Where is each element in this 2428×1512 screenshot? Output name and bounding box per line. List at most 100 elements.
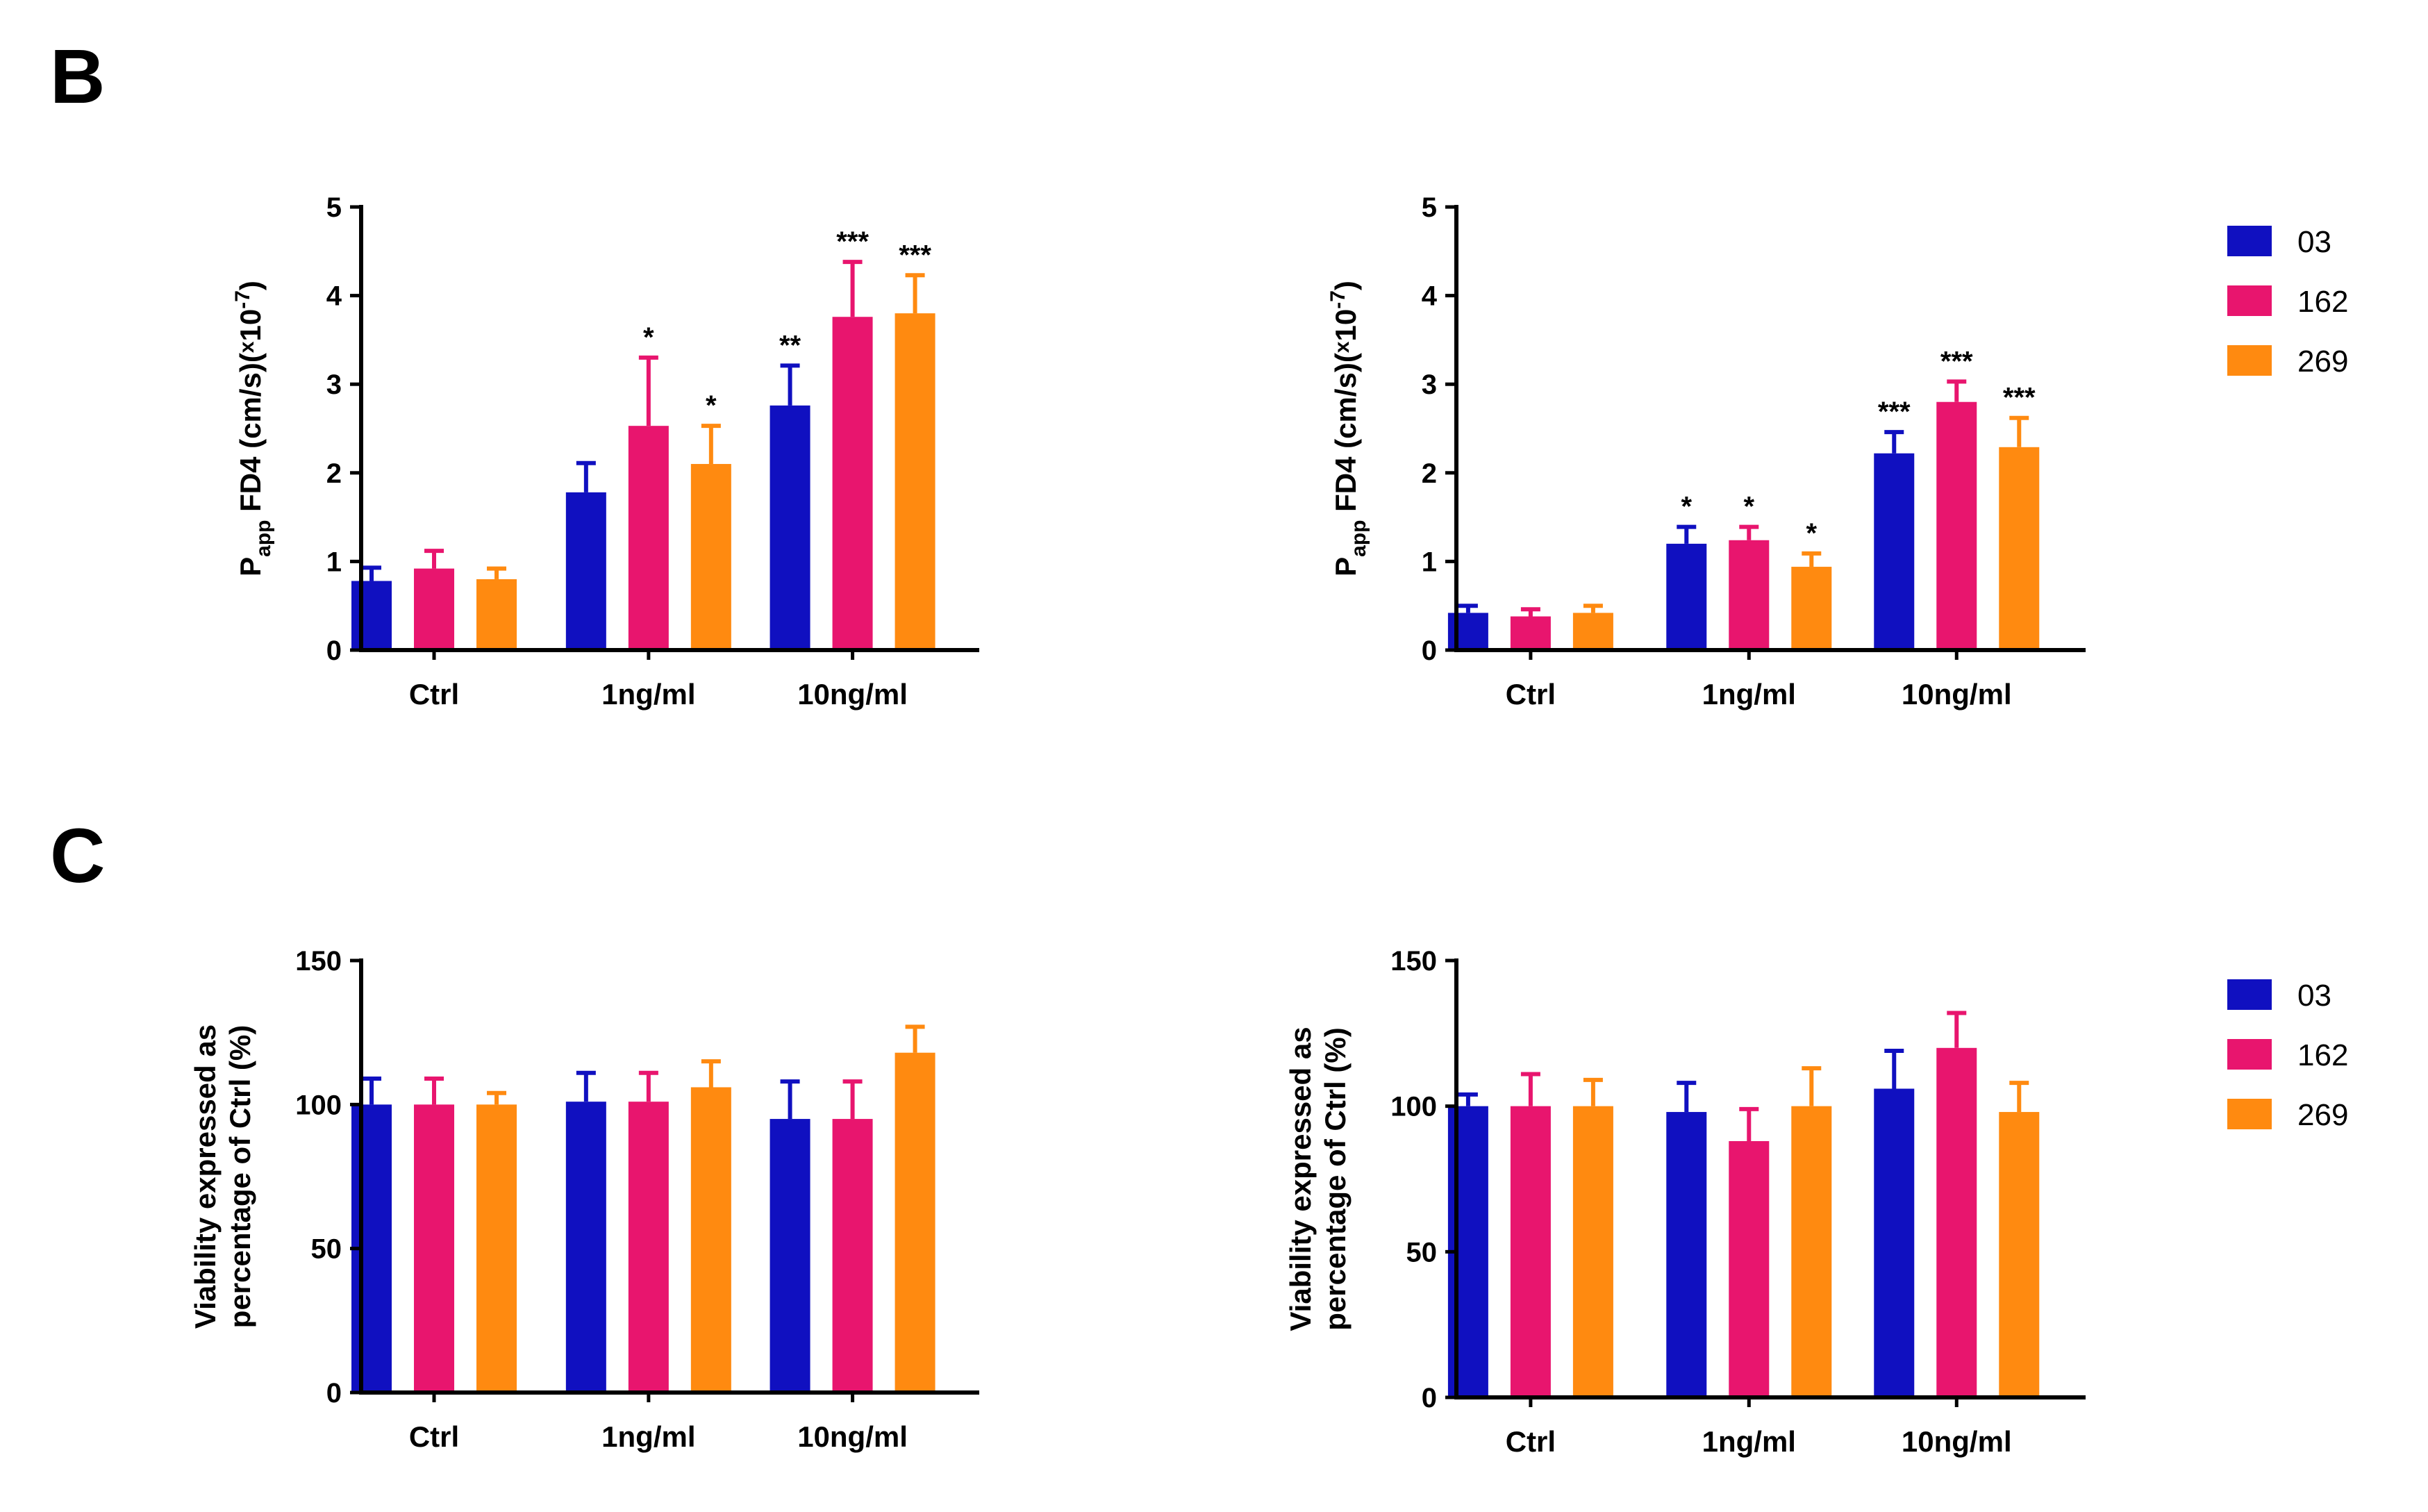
legend-label-03: 03 [2297, 225, 2331, 259]
bar-269-1 [1791, 1106, 1832, 1397]
x-tick-label-0: Ctrl [409, 678, 459, 711]
bar-162-1 [628, 1102, 669, 1393]
chart-c-left: Ctrl 1ng/ml 10ng/ml 0 50 100 150 Viability expr… [189, 946, 979, 1453]
y-tick-label-1: 1 [1422, 547, 1437, 577]
chart-c-right: Ctrl 1ng/ml 10ng/ml 0 50 100 150 Viability expr… [1284, 946, 2086, 1458]
y-tick-label-1: 50 [311, 1234, 342, 1265]
significance-162-1: * [643, 322, 654, 353]
y-tick-label-4: 4 [326, 281, 342, 312]
x-tick-label-2: 10ng/ml [1902, 1425, 2012, 1458]
y-tick-label-5: 5 [1422, 192, 1437, 223]
y-axis-label: Papp FD4 (cm/s)(x10-7) [231, 281, 275, 576]
legend-label-269: 269 [2297, 1098, 2348, 1132]
significance-162-2: *** [836, 226, 869, 257]
legend-swatch-269 [2227, 1099, 2272, 1129]
legend-label-162: 162 [2297, 1038, 2348, 1072]
bar-03-0 [351, 581, 392, 650]
y-tick-label-3: 150 [1390, 946, 1437, 977]
bar-162-1 [1729, 1140, 1770, 1397]
bar-03-1 [565, 1102, 606, 1393]
bar-162-1 [1729, 540, 1770, 650]
y-axis-label: Papp FD4 (cm/s)(x10-7) [1327, 281, 1370, 576]
x-tick-label-1: 1ng/ml [1702, 678, 1796, 711]
bar-269-0 [476, 1104, 517, 1393]
bar-269-2 [895, 1052, 936, 1393]
significance-03-2: ** [779, 330, 801, 360]
y-tick-label-3: 3 [326, 369, 342, 400]
significance-162-2: *** [1940, 346, 1973, 376]
x-tick-label-1: 1ng/ml [1702, 1425, 1796, 1458]
y-tick-label-4: 4 [1422, 281, 1438, 312]
bar-162-2 [1936, 1047, 1977, 1397]
y-tick-label-3: 3 [1422, 369, 1437, 400]
bar-269-2 [895, 313, 936, 650]
y-tick-label-0: 0 [1422, 1383, 1437, 1413]
bar-03-1 [1666, 543, 1707, 650]
significance-269-2: *** [2003, 383, 2036, 413]
bar-03-1 [565, 492, 606, 650]
bar-269-2 [1999, 1112, 2040, 1397]
bar-269-1 [690, 464, 731, 650]
bar-162-0 [1510, 616, 1551, 650]
x-tick-label-1: 1ng/ml [601, 1420, 695, 1453]
bar-03-2 [770, 1119, 810, 1393]
bar-162-2 [1936, 401, 1977, 650]
legend-swatch-162 [2227, 1039, 2272, 1070]
bar-269-1 [1791, 567, 1832, 650]
bar-03-2 [770, 405, 810, 650]
significance-162-1: * [1744, 492, 1755, 522]
x-tick-label-0: Ctrl [1506, 1425, 1556, 1458]
bar-162-0 [414, 568, 455, 650]
x-tick-label-0: Ctrl [1506, 678, 1556, 711]
legend-label-03: 03 [2297, 979, 2331, 1013]
y-tick-label-1: 1 [326, 547, 342, 577]
x-tick-label-0: Ctrl [409, 1420, 459, 1453]
y-axis-label-line1: Viability expressed as [189, 1024, 222, 1329]
bar-162-0 [1510, 1106, 1551, 1397]
x-tick-label-2: 10ng/ml [797, 678, 908, 711]
y-tick-label-0: 0 [326, 635, 342, 666]
significance-269-1: * [706, 390, 717, 421]
y-tick-label-3: 150 [295, 946, 342, 977]
significance-269-1: * [1806, 518, 1818, 549]
bar-162-0 [414, 1104, 455, 1393]
chart-b-right: Ctrl* **1ng/ml*********10ng/ml012345Papp … [1327, 192, 2086, 711]
y-tick-label-2: 100 [1390, 1092, 1437, 1122]
legend-swatch-03 [2227, 979, 2272, 1010]
legend-swatch-162 [2227, 285, 2272, 316]
y-tick-label-5: 5 [326, 192, 342, 223]
x-tick-label-1: 1ng/ml [601, 678, 695, 711]
bar-162-2 [832, 1119, 873, 1393]
legend-label-269: 269 [2297, 344, 2348, 379]
bar-03-1 [1666, 1112, 1707, 1397]
bar-03-0 [1447, 613, 1488, 650]
x-tick-label-2: 10ng/ml [1902, 678, 2012, 711]
bar-162-1 [628, 426, 669, 650]
bar-269-0 [1572, 613, 1613, 650]
legend-bottom: 03 162 269 [2227, 979, 2348, 1132]
bar-269-1 [690, 1087, 731, 1393]
bar-03-2 [1874, 453, 1915, 650]
bar-269-0 [1572, 1106, 1613, 1397]
significance-03-1: * [1681, 492, 1693, 522]
legend-swatch-03 [2227, 226, 2272, 256]
bar-269-0 [476, 579, 517, 650]
x-tick-label-2: 10ng/ml [797, 1420, 908, 1453]
y-tick-label-0: 0 [326, 1378, 342, 1409]
legend-label-162: 162 [2297, 285, 2348, 319]
panel-label-b: B [50, 34, 105, 119]
bar-269-2 [1999, 447, 2040, 650]
y-axis-label-line2: percentage of Ctrl (%) [224, 1025, 256, 1328]
y-tick-label-0: 0 [1422, 635, 1437, 666]
y-axis-label-line2: percentage of Ctrl (%) [1319, 1027, 1352, 1330]
legend-top: 03 162 269 [2227, 225, 2348, 379]
y-tick-label-2: 100 [295, 1090, 342, 1120]
legend-swatch-269 [2227, 345, 2272, 376]
significance-269-2: *** [899, 240, 931, 270]
y-tick-label-2: 2 [326, 458, 342, 489]
y-tick-label-1: 50 [1406, 1237, 1438, 1268]
bar-03-2 [1874, 1088, 1915, 1397]
